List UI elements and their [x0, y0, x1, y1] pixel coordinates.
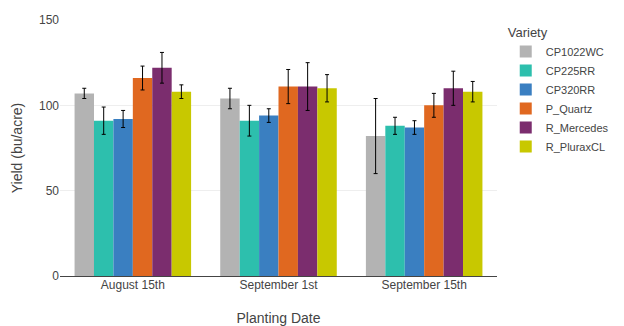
svg-text:August 15th: August 15th: [101, 278, 165, 292]
svg-text:Variety: Variety: [508, 25, 548, 40]
svg-text:CP320RR: CP320RR: [546, 84, 596, 96]
svg-text:R_PluraxCL: R_PluraxCL: [546, 141, 605, 153]
svg-text:100: 100: [39, 99, 59, 113]
svg-text:0: 0: [52, 269, 59, 283]
svg-text:September 1st: September 1st: [239, 278, 318, 292]
svg-text:September 15th: September 15th: [381, 278, 466, 292]
svg-text:CP1022WC: CP1022WC: [546, 46, 604, 58]
svg-text:50: 50: [46, 184, 60, 198]
svg-text:Planting Date: Planting Date: [236, 310, 320, 326]
svg-text:P_Quartz: P_Quartz: [546, 103, 592, 115]
svg-text:Yield (bu/acre): Yield (bu/acre): [9, 103, 25, 194]
svg-text:R_Mercedes: R_Mercedes: [546, 122, 609, 134]
svg-text:150: 150: [39, 13, 59, 27]
svg-text:CP225RR: CP225RR: [546, 65, 596, 77]
